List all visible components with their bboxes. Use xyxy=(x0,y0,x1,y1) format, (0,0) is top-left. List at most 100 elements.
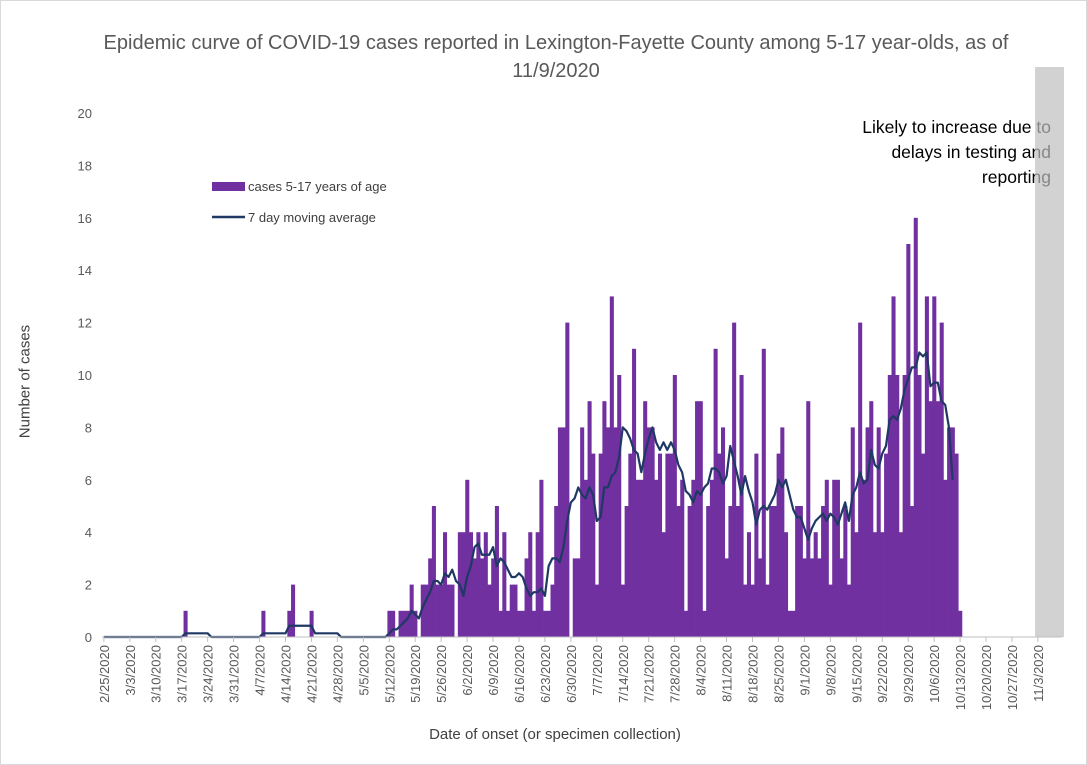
bar-cases xyxy=(632,348,637,637)
legend-label-average: 7 day moving average xyxy=(248,210,376,225)
bar-cases xyxy=(617,375,622,637)
bar-cases xyxy=(954,453,959,637)
x-tick-label: 7/14/2020 xyxy=(616,645,631,703)
x-tick-label: 9/22/2020 xyxy=(875,645,890,703)
y-tick-label: 8 xyxy=(85,420,92,435)
axes: 0 2 4 6 8 10 12 14 16 18 20 2/25/2020 3/3/2020 3/10/2… xyxy=(78,106,1062,710)
bar-cases xyxy=(943,479,948,637)
bar-cases xyxy=(483,532,488,637)
bar-cases xyxy=(524,558,529,637)
delay-annotation: Likely to increase due to delays in test… xyxy=(801,115,1051,190)
bar-cases xyxy=(887,375,892,637)
bar-cases xyxy=(535,532,540,637)
x-tick-label: 3/3/2020 xyxy=(123,645,138,696)
x-tick-label: 5/5/2020 xyxy=(356,645,371,696)
bar-cases xyxy=(183,610,188,637)
y-tick-label: 4 xyxy=(85,525,92,540)
bar-cases xyxy=(932,296,937,637)
bar-cases xyxy=(565,322,570,637)
bar-cases xyxy=(439,584,444,637)
chart-title: Epidemic curve of COVID-19 cases reporte… xyxy=(103,32,1009,82)
bar-cases xyxy=(428,558,433,637)
x-tick-label: 10/13/2020 xyxy=(953,645,968,710)
x-tick-label: 9/8/2020 xyxy=(823,645,838,696)
bar-cases xyxy=(769,506,774,637)
bar-cases xyxy=(543,610,548,637)
x-tick-label: 2/25/2020 xyxy=(97,645,112,703)
y-tick-label: 16 xyxy=(78,211,92,226)
shade-layer xyxy=(1035,67,1064,637)
bar-cases xyxy=(824,479,829,637)
bar-cases xyxy=(424,584,429,637)
x-axis-title: Date of onset (or specimen collection) xyxy=(429,726,681,743)
bar-cases xyxy=(402,610,407,637)
x-tick-label: 10/6/2020 xyxy=(927,645,942,703)
bar-cases xyxy=(906,244,911,637)
bar-cases xyxy=(917,375,922,637)
bar-cases xyxy=(743,584,748,637)
bar-cases xyxy=(480,558,485,637)
bar-cases xyxy=(939,322,944,637)
y-tick-label: 0 xyxy=(85,630,92,645)
bar-cases xyxy=(531,610,537,637)
bar-cases xyxy=(924,296,929,637)
bar-cases xyxy=(654,479,659,637)
bar-cases xyxy=(413,610,418,637)
bar-cases xyxy=(557,427,562,637)
bar-cases xyxy=(683,610,688,637)
bar-cases xyxy=(750,584,755,637)
bar-cases xyxy=(724,558,729,637)
x-tick-label: 8/25/2020 xyxy=(771,645,786,703)
bar-cases xyxy=(309,610,314,637)
bar-cases xyxy=(858,322,863,637)
bar-cases xyxy=(446,584,451,637)
bar-cases xyxy=(902,375,907,637)
bar-cases xyxy=(620,584,625,637)
bar-cases xyxy=(405,610,410,637)
x-tick-label: 5/19/2020 xyxy=(408,645,423,703)
x-tick-label: 8/18/2020 xyxy=(746,645,761,703)
bar-cases xyxy=(580,427,585,637)
bar-cases xyxy=(787,610,792,637)
x-tick-label: 5/26/2020 xyxy=(434,645,449,703)
bar-cases xyxy=(576,558,581,637)
reporting-delay-shade xyxy=(1035,67,1064,637)
bar-cases xyxy=(713,348,718,637)
y-tick-label: 2 xyxy=(85,578,92,593)
bar-cases xyxy=(865,427,870,637)
bar-cases xyxy=(550,584,555,637)
bar-cases xyxy=(494,506,499,637)
bar-cases xyxy=(746,532,751,637)
bar-cases xyxy=(880,532,885,637)
bar-cases xyxy=(513,584,518,637)
x-tick-label: 7/7/2020 xyxy=(590,645,605,696)
x-tick-label: 3/17/2020 xyxy=(175,645,190,703)
bar-cases xyxy=(435,584,440,637)
annotation-line-2: delays in testing and xyxy=(891,142,1051,162)
x-tick-label: 4/28/2020 xyxy=(330,645,345,703)
bar-cases xyxy=(583,479,588,637)
bar-cases xyxy=(791,610,796,637)
bar-cases xyxy=(884,453,889,637)
x-tick-label: 6/16/2020 xyxy=(512,645,527,703)
legend-swatch-cases xyxy=(212,182,245,191)
bar-cases xyxy=(809,558,815,637)
bar-cases xyxy=(520,610,525,637)
bar-cases xyxy=(876,427,881,637)
bar-cases xyxy=(843,506,848,637)
bar-cases xyxy=(472,558,477,637)
bar-cases xyxy=(487,584,492,637)
bar-cases xyxy=(465,479,470,637)
bar-cases xyxy=(528,532,533,637)
bar-cases xyxy=(754,453,759,637)
bar-cases xyxy=(895,375,900,637)
bar-cases xyxy=(872,532,878,637)
bar-cases xyxy=(431,506,436,637)
bar-cases xyxy=(772,506,777,637)
bar-cases xyxy=(506,610,511,637)
bar-cases xyxy=(613,427,618,637)
x-tick-label: 6/23/2020 xyxy=(538,645,553,703)
bar-cases xyxy=(861,479,866,637)
bar-cases xyxy=(935,401,941,637)
